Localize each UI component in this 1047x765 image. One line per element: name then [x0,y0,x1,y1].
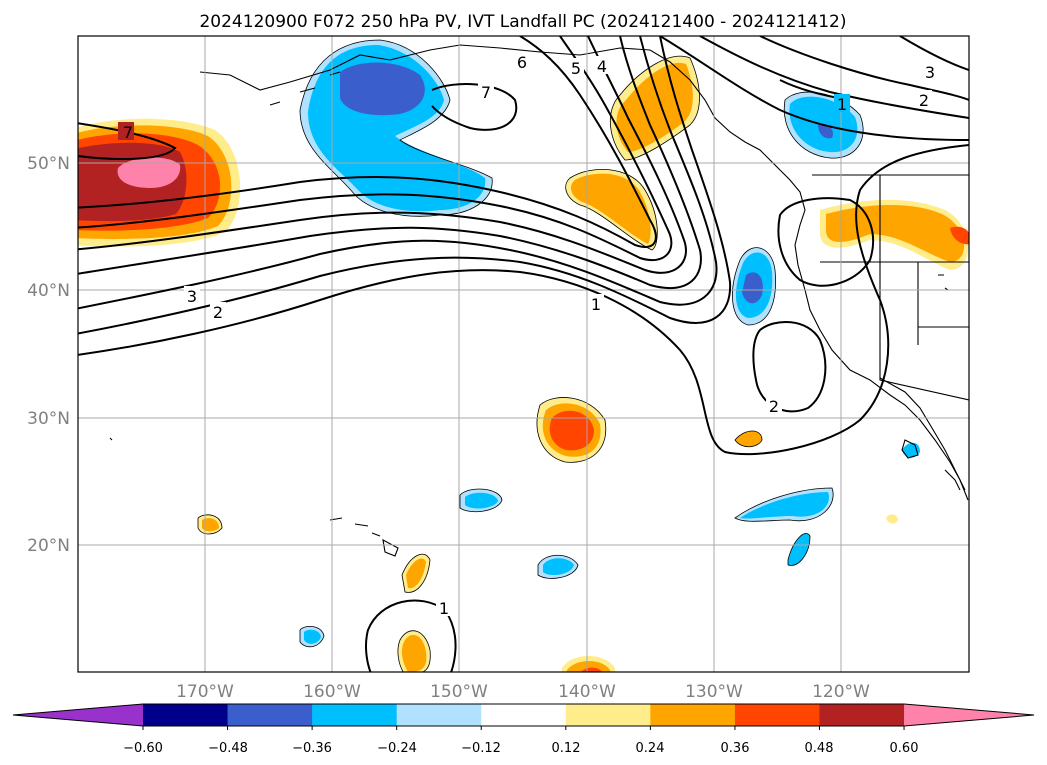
colorbar-swatch [396,704,482,726]
contour-label: 1 [837,95,847,114]
contour-label: 4 [597,57,607,76]
map-title: 2024120900 F072 250 hPa PV, IVT Landfall… [199,12,846,32]
colorbar-tick-label: −0.36 [292,741,332,756]
colorbar-tick-label: −0.60 [123,741,163,756]
latitude-labels: 50°N 40°N 30°N 20°N [27,154,70,556]
colorbar-swatch [565,704,651,726]
lat-label: 50°N [27,154,70,174]
colorbar-tick-label: −0.12 [461,741,501,756]
gridlines [78,36,969,672]
colorbar-tick-label: 0.48 [805,741,834,756]
colorbar-extend-low [13,704,143,726]
pv-contours [78,36,969,672]
map-frame [77,35,970,673]
colorbar-extend-high [904,704,1035,726]
contour-label: 6 [517,53,527,72]
contour-label: 2 [213,303,223,322]
colorbar-tick-label: −0.48 [208,741,248,756]
map-panel: 7 7 6 5 4 3 2 1 3 2 1 2 1 [78,36,969,672]
lon-label: 150°W [430,682,488,702]
lat-label: 20°N [27,536,70,556]
colorbar-ticks: −0.60 −0.48 −0.36 −0.24 −0.12 0.12 0.24 … [123,741,918,756]
colorbar-tick-label: 0.36 [721,741,750,756]
colorbar-tick-label: −0.24 [377,741,417,756]
colorbar-swatch [481,704,567,726]
lon-label: 120°W [812,682,870,702]
contour-label: 3 [187,287,197,306]
contour-label: 3 [925,63,935,82]
contour-label: 2 [919,91,929,110]
contour-label: 1 [439,599,449,618]
contour-label: 7 [123,123,133,142]
lat-label: 40°N [27,281,70,301]
contour-label: 2 [769,397,779,416]
colorbar-swatch [227,704,313,726]
lon-label: 160°W [303,682,361,702]
contour-labels: 7 7 6 5 4 3 2 1 3 2 1 2 1 [118,52,938,618]
colorbar-swatch [143,704,229,726]
colorbar-tick-label: 0.24 [636,741,665,756]
lon-label: 140°W [558,682,616,702]
lon-label: 170°W [176,682,234,702]
contour-label: 7 [481,83,491,102]
colorbar-tick-label: 0.12 [552,741,581,756]
colorbar-tick-label: 0.60 [890,741,919,756]
contour-label: 1 [591,295,601,314]
colorbar-swatch [734,704,820,726]
colorbar-swatch [650,704,736,726]
colorbar [12,703,1035,730]
lat-label: 30°N [27,409,70,429]
colorbar-swatch [819,704,905,726]
contour-label: 5 [571,59,581,78]
lon-label: 130°W [685,682,743,702]
colorbar-swatch [312,704,398,726]
longitude-labels: 170°W 160°W 150°W 140°W 130°W 120°W [176,682,870,702]
